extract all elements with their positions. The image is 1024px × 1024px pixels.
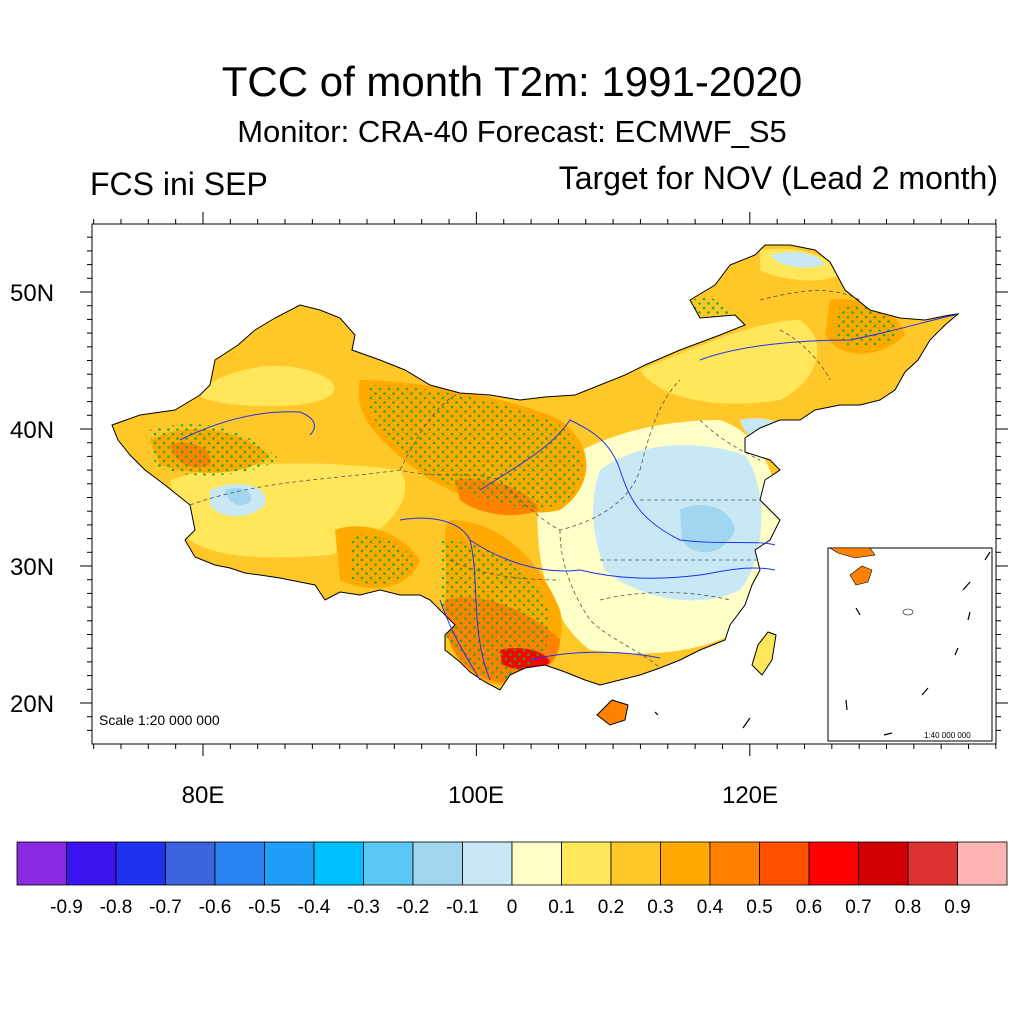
field-zone-light-blue bbox=[770, 252, 825, 268]
lat-label-20n: 20N bbox=[10, 691, 55, 718]
colorbar-swatch bbox=[363, 841, 414, 886]
lon-label-80e: 80E bbox=[181, 782, 225, 809]
colorbar-swatch bbox=[610, 841, 661, 886]
colorbar-swatch bbox=[759, 841, 810, 886]
colorbar-tick-label: 0.7 bbox=[845, 897, 872, 918]
inset-map-scale: 1:40 000 000 bbox=[924, 731, 971, 740]
field-zone-yellow bbox=[640, 320, 818, 404]
colorbar-tick-label: 0.3 bbox=[647, 897, 674, 918]
colorbar-tick-label: 0.9 bbox=[944, 897, 971, 918]
colorbar-swatch bbox=[808, 841, 859, 886]
initial-condition-label: FCS ini SEP bbox=[90, 166, 268, 202]
colorbar-swatch bbox=[660, 841, 711, 886]
field-zone-blue bbox=[680, 505, 735, 553]
target-label: Target for NOV (Lead 2 month) bbox=[558, 160, 998, 196]
colorbar-swatch bbox=[858, 841, 909, 886]
lon-label-100e: 100E bbox=[447, 782, 505, 809]
colorbar-swatch bbox=[907, 841, 958, 886]
colorbar-swatch bbox=[165, 841, 216, 886]
south-china-sea-inset bbox=[827, 547, 993, 742]
significance-stipple bbox=[368, 385, 583, 508]
colorbar-swatch bbox=[264, 841, 315, 886]
colorbar-tick-label: -0.4 bbox=[297, 897, 331, 918]
axis-ticks bbox=[80, 212, 1008, 756]
colorbar bbox=[16, 841, 1008, 886]
colorbar-tick-label: 0.1 bbox=[548, 897, 575, 918]
rivers bbox=[179, 314, 956, 681]
colorbar-swatch bbox=[462, 841, 513, 886]
colorbar-tick-label: 0.2 bbox=[597, 897, 625, 918]
lat-label-30n: 30N bbox=[10, 554, 55, 581]
significance-stipple bbox=[150, 424, 280, 476]
colorbar-tick-label: -0.1 bbox=[446, 897, 479, 918]
significance-stipple bbox=[350, 533, 415, 585]
colorbar-tick-label: -0.9 bbox=[50, 897, 83, 918]
colorbar-tick-label: -0.6 bbox=[198, 897, 232, 918]
field-zone-blue bbox=[225, 488, 251, 505]
lat-label-50n: 50N bbox=[10, 280, 55, 307]
colorbar-swatch bbox=[16, 841, 67, 886]
lon-label-120e: 120E bbox=[721, 782, 779, 809]
colorbar-tick-label: 0.5 bbox=[746, 897, 773, 918]
colorbar-tick-label: -0.7 bbox=[149, 897, 182, 918]
colorbar-swatch bbox=[511, 841, 562, 886]
field-zone-light-blue bbox=[593, 445, 762, 601]
islands bbox=[654, 711, 751, 729]
colorbar-swatch bbox=[214, 841, 265, 886]
colorbar-swatch bbox=[115, 841, 166, 886]
main-map-scale: Scale 1:20 000 000 bbox=[99, 712, 220, 728]
map-subtitle: Monitor: CRA-40 Forecast: ECMWF_S5 bbox=[237, 114, 787, 149]
map-title: TCC of month T2m: 1991-2020 bbox=[221, 58, 803, 105]
significance-stipple bbox=[440, 540, 550, 680]
colorbar-tick-label: -0.3 bbox=[347, 897, 380, 918]
colorbar-tick-label: 0.6 bbox=[795, 897, 823, 918]
colorbar-swatch bbox=[313, 841, 364, 886]
colorbar-swatch bbox=[66, 841, 117, 886]
colorbar-swatch bbox=[957, 841, 1008, 886]
significance-stipple bbox=[690, 298, 729, 319]
colorbar-tick-label: 0.8 bbox=[894, 897, 922, 918]
colorbar-tick-label: 0.4 bbox=[696, 897, 724, 918]
colorbar-tick-label: 0 bbox=[506, 897, 518, 918]
colorbar-swatch bbox=[561, 841, 612, 886]
field-zone-yellow bbox=[199, 366, 335, 407]
colorbar-swatch bbox=[412, 841, 463, 886]
provincial-boundaries bbox=[189, 290, 861, 669]
colorbar-swatch bbox=[709, 841, 760, 886]
national-boundary bbox=[111, 244, 960, 726]
lat-label-40n: 40N bbox=[10, 417, 55, 444]
colorbar-tick-label: -0.2 bbox=[396, 897, 430, 918]
significance-stipple bbox=[835, 304, 898, 348]
colorbar-tick-label: -0.5 bbox=[248, 897, 281, 918]
colorbar-tick-label: -0.8 bbox=[99, 897, 133, 918]
